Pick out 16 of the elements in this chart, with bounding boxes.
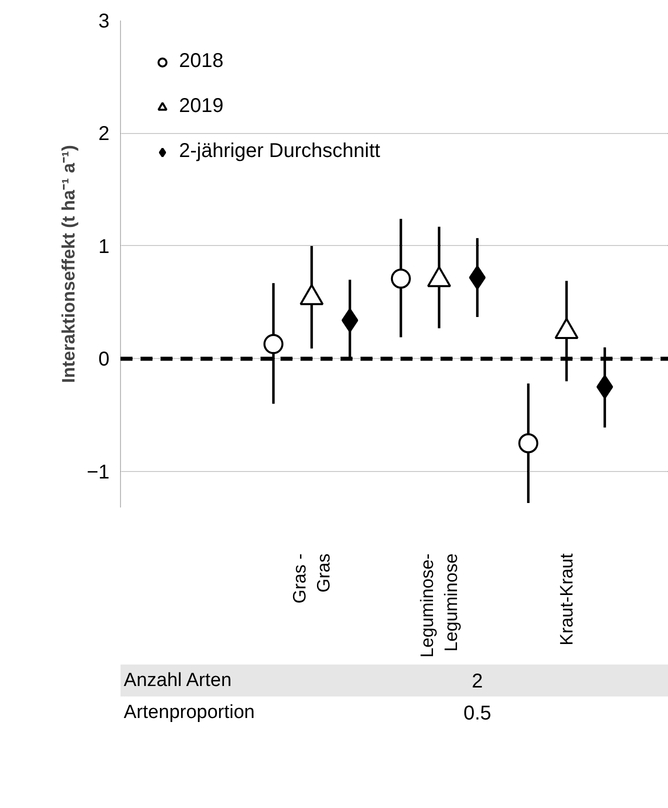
text: 0.5 [463,702,492,724]
text: 2 [472,670,483,692]
legend-label: 2-jähriger Durchschnitt [179,140,380,163]
y-tick-label: 2 [98,123,110,146]
x-tick-label: Kraut-Kraut [556,553,577,646]
y-axis-title: Interaktionseffekt (t ha⁻¹ a⁻¹) [58,144,79,384]
y-tick-label: 0 [98,348,110,371]
text: Anzahl Arten [124,670,232,691]
y-tick-label: 3 [98,10,110,32]
y-tick-label: −1 [86,461,110,484]
y-tick-label: 1 [98,236,110,258]
x-tick-label: Gras - Gras [290,553,334,604]
x-tick-label: Leguminose- Leguminose [417,553,462,658]
text: Artenproportion [124,702,255,723]
legend-label: 2018 [179,50,224,73]
legend-label: 2019 [179,95,224,118]
